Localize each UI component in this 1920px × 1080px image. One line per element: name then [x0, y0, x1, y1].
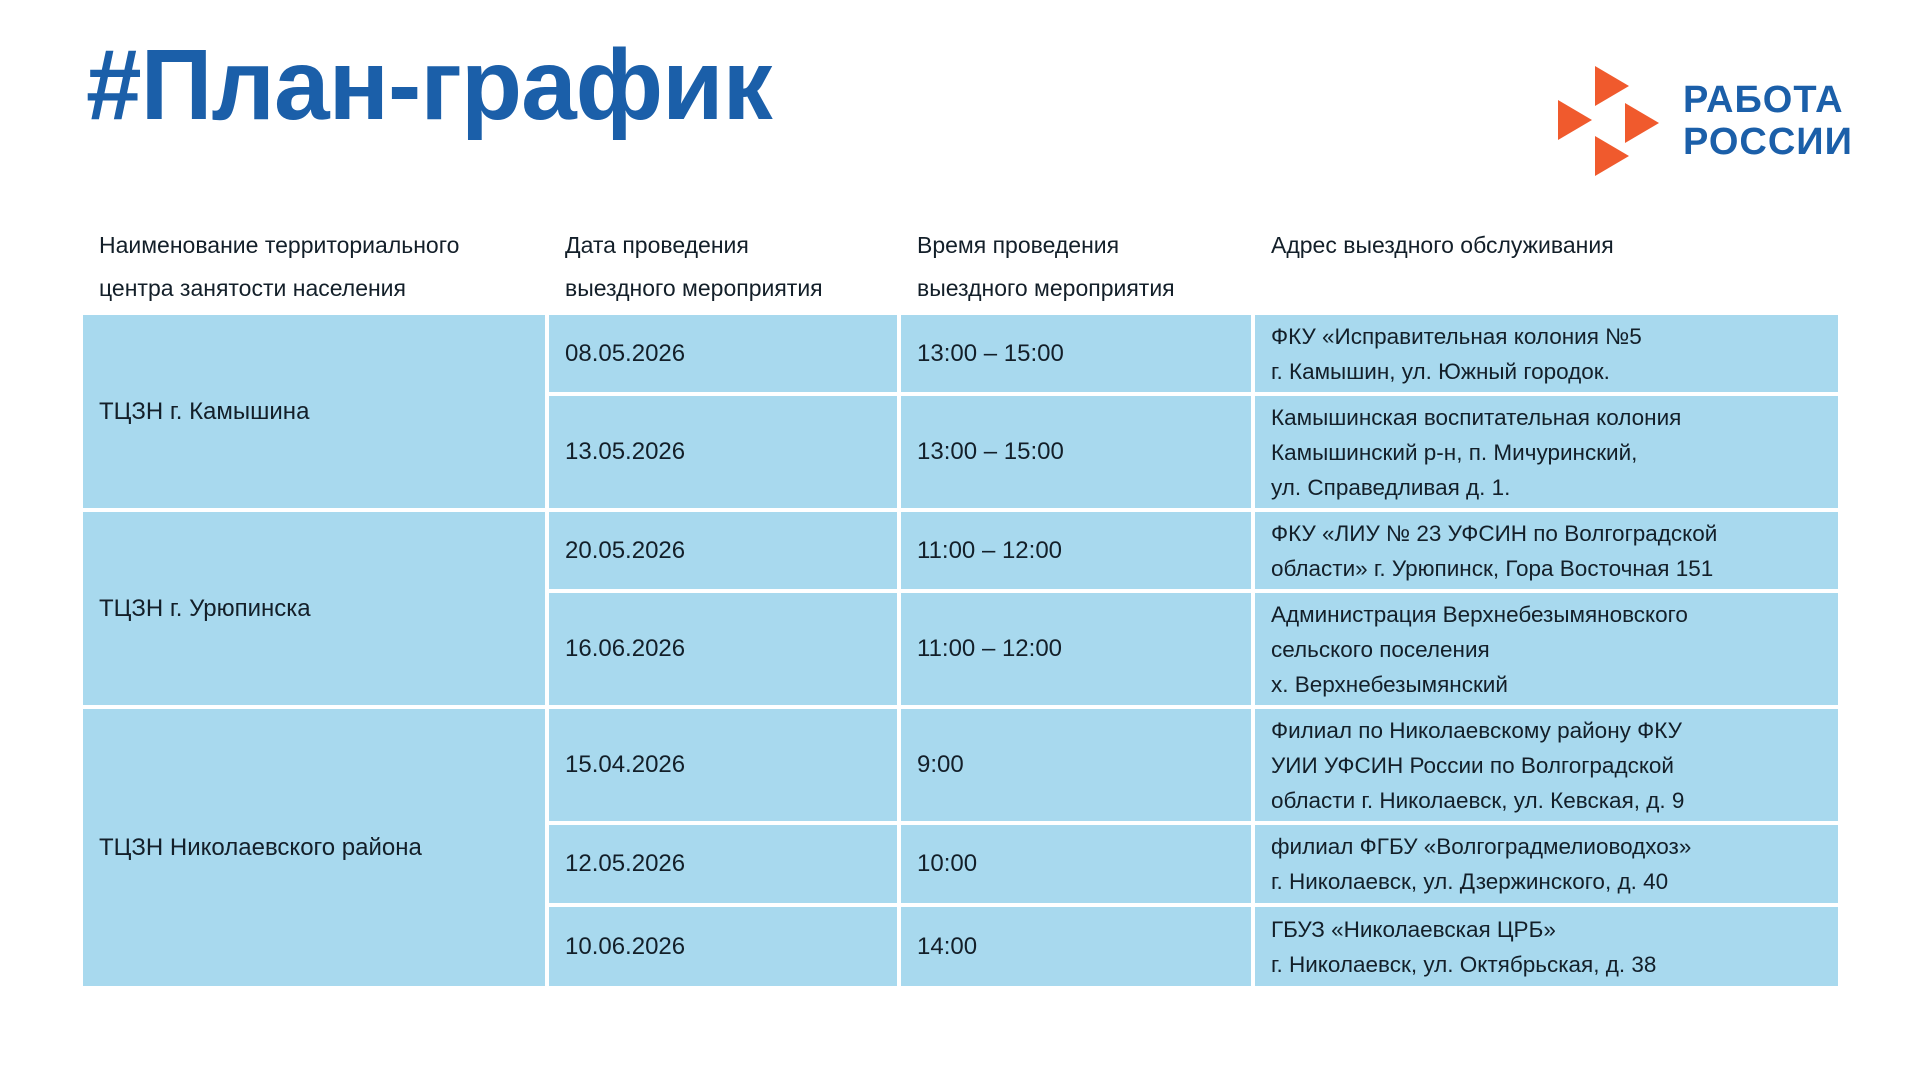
header-event-date: Дата проведения выездного мероприятия — [565, 232, 823, 301]
event-address-cell: Администрация Верхнебезымяновского сельс… — [1255, 593, 1838, 705]
center-name-cell: ТЦЗН г. Урюпинска — [83, 512, 545, 705]
logo-wordmark-line1: РАБОТА — [1683, 79, 1844, 121]
logo-wordmark: РАБОТА РОССИИ — [1683, 79, 1853, 163]
page-title: #План-график — [86, 29, 773, 141]
header-center-name: Наименование территориального центра зан… — [99, 232, 460, 301]
event-time-cell: 10:00 — [901, 825, 1251, 903]
event-address-cell: филиал ФГБУ «Волгоградмелиоводхоз» г. Ни… — [1255, 825, 1838, 903]
event-date-cell: 10.06.2026 — [549, 907, 897, 986]
event-time-cell: 14:00 — [901, 907, 1251, 986]
table-header-row: Наименование территориального центра зан… — [83, 224, 1838, 310]
event-time-cell: 11:00 – 12:00 — [901, 512, 1251, 589]
rabota-rossii-logo: РАБОТА РОССИИ — [1556, 64, 1853, 178]
event-date-cell: 13.05.2026 — [549, 396, 897, 508]
event-address-cell: ГБУЗ «Николаевская ЦРБ» г. Николаевск, у… — [1255, 907, 1838, 986]
event-date-cell: 15.04.2026 — [549, 709, 897, 821]
center-name-cell: ТЦЗН г. Камышина — [83, 315, 545, 508]
event-date-cell: 12.05.2026 — [549, 825, 897, 903]
header-service-address: Адрес выездного обслуживания — [1271, 232, 1614, 258]
event-address-cell: ФКУ «ЛИУ № 23 УФСИН по Волгоградской обл… — [1255, 512, 1838, 589]
event-time-cell: 13:00 – 15:00 — [901, 315, 1251, 392]
event-date-cell: 08.05.2026 — [549, 315, 897, 392]
event-time-cell: 9:00 — [901, 709, 1251, 821]
event-time-cell: 13:00 – 15:00 — [901, 396, 1251, 508]
event-date-cell: 20.05.2026 — [549, 512, 897, 589]
event-time-cell: 11:00 – 12:00 — [901, 593, 1251, 705]
event-address-cell: ФКУ «Исправительная колония №5 г. Камыши… — [1255, 315, 1838, 392]
schedule-table: ТЦЗН г. Камышина 08.05.2026 13:00 – 15:0… — [83, 315, 1838, 986]
event-address-cell: Филиал по Николаевскому району ФКУ УИИ У… — [1255, 709, 1838, 821]
header-event-time: Время проведения выездного мероприятия — [917, 232, 1175, 301]
event-date-cell: 16.06.2026 — [549, 593, 897, 705]
logo-wordmark-line2: РОССИИ — [1683, 121, 1853, 163]
center-name-cell: ТЦЗН Николаевского района — [83, 709, 545, 986]
event-address-cell: Камышинская воспитательная колония Камыш… — [1255, 396, 1838, 508]
logo-triangles-icon — [1558, 66, 1659, 176]
